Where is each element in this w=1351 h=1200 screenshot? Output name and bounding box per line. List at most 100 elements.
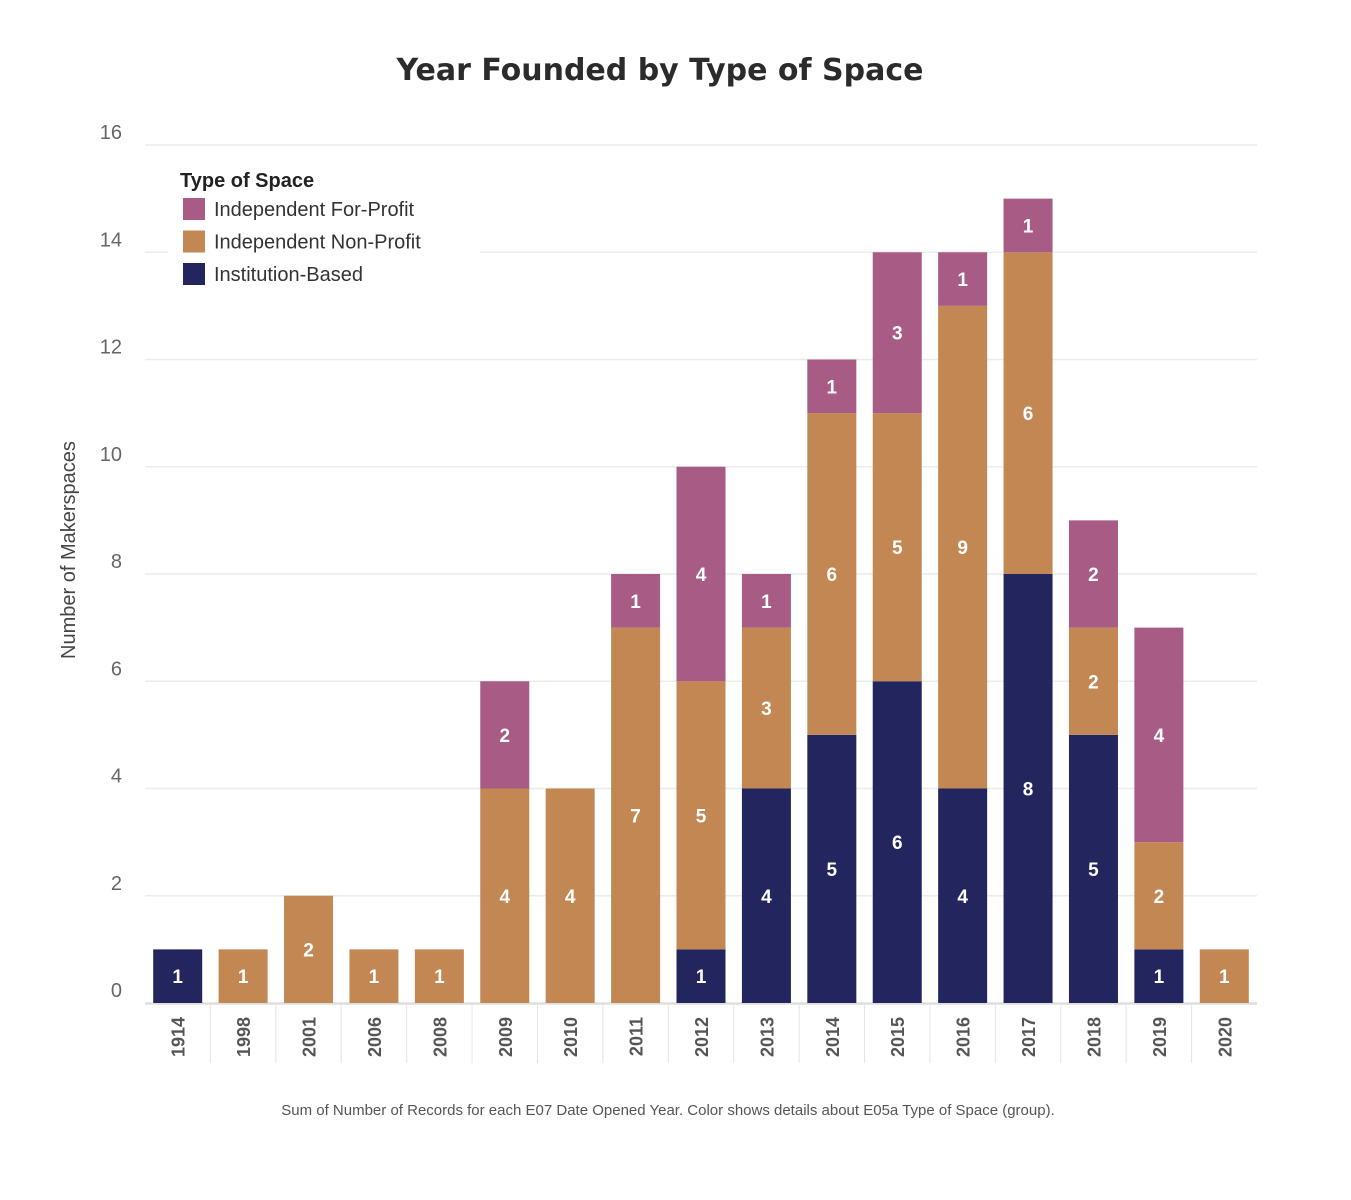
bar-segment bbox=[414, 949, 464, 1003]
legend-item-label: Institution-Based bbox=[214, 264, 363, 286]
bar-segment bbox=[872, 413, 922, 682]
bar-segment bbox=[676, 466, 726, 682]
x-axis-ticks: 1914 1998 2001 2006 2008 2009 2010 2011 2012 2013… bbox=[145, 1003, 1257, 1063]
data-label: 4 bbox=[499, 887, 510, 908]
bar-segment bbox=[872, 252, 922, 414]
legend-swatch bbox=[183, 198, 205, 220]
data-label: 1 bbox=[1154, 967, 1165, 988]
x-tick-label: 2010 bbox=[561, 1017, 581, 1057]
data-label: 4 bbox=[565, 887, 576, 908]
bars: 1 1 2 1 1 4 2 4 7 1 1 5 4 4 3 1 5 6 1 6 5 3 4 9 1 8 6 1 5 2 2 1 2 4 1 bbox=[153, 198, 1249, 1003]
y-axis-ticks: 0 2 4 6 8 10 12 14 16 bbox=[100, 122, 122, 1002]
bar-segment bbox=[153, 949, 203, 1003]
bar-segment bbox=[1068, 520, 1118, 628]
y-tick-label: 8 bbox=[111, 551, 122, 573]
data-label: 1 bbox=[369, 967, 380, 988]
chart-caption: Sum of Number of Records for each E07 Da… bbox=[281, 1102, 1055, 1119]
bar-segment bbox=[349, 949, 399, 1003]
bar-segment bbox=[1134, 949, 1184, 1003]
bar-segment bbox=[676, 949, 726, 1003]
bar-segment bbox=[1134, 842, 1184, 950]
bar-segment bbox=[218, 949, 268, 1003]
bar-segment bbox=[807, 359, 857, 414]
legend-swatch bbox=[183, 230, 205, 253]
data-label: 5 bbox=[827, 860, 838, 881]
bar-segment bbox=[938, 788, 988, 1003]
legend-background bbox=[168, 160, 480, 290]
bar-segment bbox=[545, 788, 595, 1003]
legend-swatch bbox=[183, 263, 205, 285]
data-label: 1 bbox=[827, 377, 838, 398]
legend-item-label: Independent Non-Profit bbox=[214, 232, 421, 254]
bar-segment bbox=[872, 681, 922, 1003]
x-tick-label: 2012 bbox=[692, 1017, 712, 1057]
data-label: 4 bbox=[957, 887, 968, 908]
data-label: 1 bbox=[1219, 967, 1230, 988]
data-label: 4 bbox=[696, 565, 707, 586]
data-label: 9 bbox=[957, 538, 968, 559]
data-label: 4 bbox=[1154, 726, 1165, 747]
x-tick-label: 2006 bbox=[365, 1017, 385, 1057]
y-tick-label: 16 bbox=[100, 122, 122, 144]
y-tick-label: 4 bbox=[111, 766, 122, 788]
x-tick-label: 2008 bbox=[430, 1017, 450, 1057]
bar-segment bbox=[938, 252, 988, 306]
bar-segment bbox=[741, 788, 791, 1003]
y-tick-label: 12 bbox=[100, 337, 122, 359]
data-label: 2 bbox=[499, 726, 510, 747]
data-label: 6 bbox=[1023, 404, 1034, 425]
x-tick-label: 2001 bbox=[300, 1017, 320, 1057]
bar-segment bbox=[611, 574, 661, 628]
bar-segment bbox=[480, 788, 530, 1003]
y-tick-label: 0 bbox=[111, 980, 122, 1002]
bar-segment bbox=[938, 305, 988, 789]
bar-segment bbox=[611, 627, 661, 1003]
data-label: 6 bbox=[827, 565, 838, 586]
y-tick-label: 10 bbox=[100, 444, 122, 466]
data-label: 4 bbox=[761, 887, 772, 908]
data-label: 2 bbox=[1088, 565, 1099, 586]
y-tick-label: 2 bbox=[111, 873, 122, 895]
x-tick-label: 2019 bbox=[1150, 1017, 1170, 1057]
legend-item-label: Independent For-Profit bbox=[214, 199, 415, 221]
data-label: 7 bbox=[630, 806, 641, 827]
x-tick-label: 2013 bbox=[757, 1017, 777, 1057]
data-label: 2 bbox=[1088, 672, 1099, 693]
x-tick-label: 2016 bbox=[954, 1017, 974, 1057]
bar-segment bbox=[1134, 627, 1184, 843]
data-label: 1 bbox=[434, 967, 445, 988]
bar-segment bbox=[1003, 574, 1053, 1003]
data-label: 5 bbox=[892, 538, 903, 559]
x-tick-label: 2020 bbox=[1215, 1017, 1235, 1057]
bar-segment bbox=[1068, 627, 1118, 735]
data-label: 3 bbox=[761, 699, 772, 720]
data-label: 1 bbox=[238, 967, 249, 988]
legend: Type of Space Independent For-Profit Inde… bbox=[168, 160, 480, 290]
data-label: 3 bbox=[892, 324, 903, 345]
bar-segment bbox=[284, 895, 334, 1003]
legend-title: Type of Space bbox=[180, 170, 314, 192]
x-tick-label: 2015 bbox=[888, 1017, 908, 1057]
x-tick-label: 2009 bbox=[496, 1017, 516, 1057]
x-tick-label: 2018 bbox=[1084, 1017, 1104, 1057]
x-tick-label: 2011 bbox=[627, 1017, 647, 1056]
y-axis-label: Number of Makerspaces bbox=[58, 441, 80, 659]
bar-segment bbox=[1068, 734, 1118, 1003]
bar-segment bbox=[676, 681, 726, 950]
x-tick-label: 1914 bbox=[169, 1017, 189, 1057]
data-label: 1 bbox=[630, 592, 641, 613]
bar-segment bbox=[741, 574, 791, 628]
data-label: 1 bbox=[172, 967, 183, 988]
data-label: 6 bbox=[892, 833, 903, 854]
data-label: 1 bbox=[761, 592, 772, 613]
data-label: 5 bbox=[696, 806, 707, 827]
bar-segment bbox=[1199, 949, 1249, 1003]
data-label: 1 bbox=[696, 967, 707, 988]
data-label: 5 bbox=[1088, 860, 1099, 881]
x-tick-label: 1998 bbox=[234, 1017, 254, 1057]
data-label: 2 bbox=[1154, 887, 1165, 908]
data-label: 1 bbox=[957, 270, 968, 291]
y-tick-label: 14 bbox=[100, 229, 122, 251]
bar-segment bbox=[1003, 252, 1053, 574]
